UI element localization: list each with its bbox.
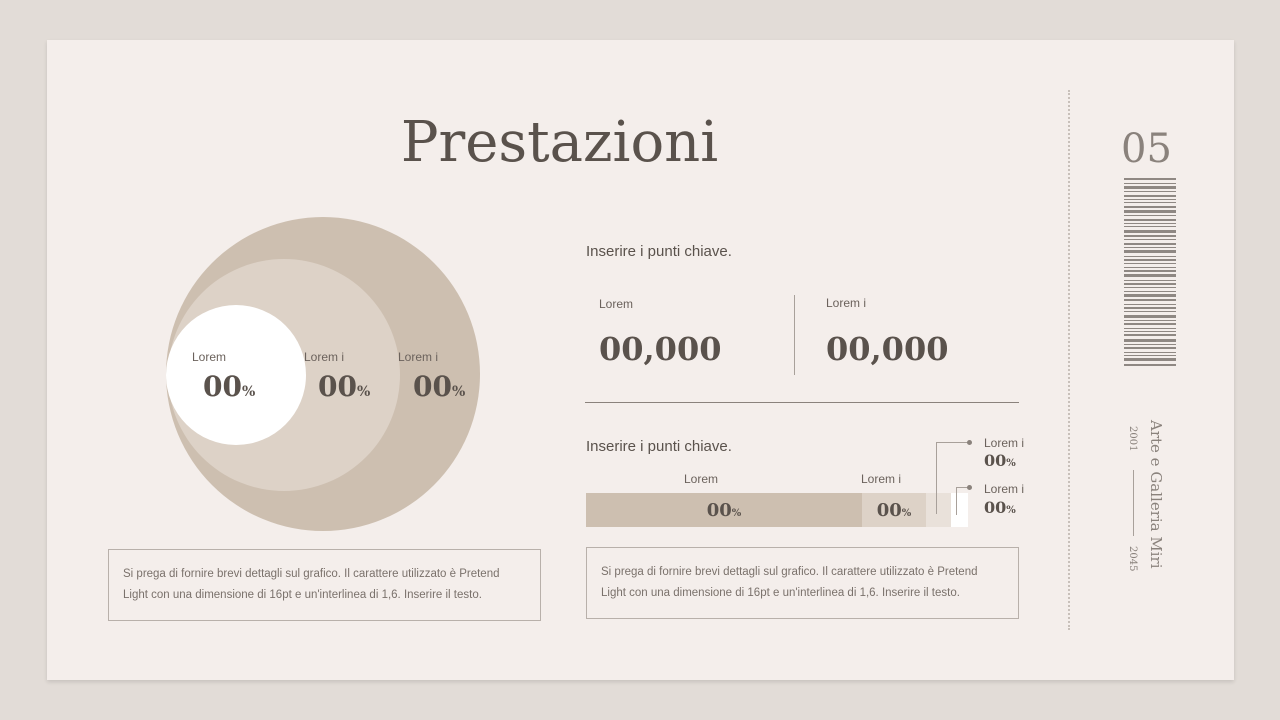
barcode-stripe: [1124, 226, 1176, 227]
barcode-stripe: [1124, 215, 1176, 216]
circle-inner: [166, 305, 306, 445]
barcode-stripe: [1124, 199, 1176, 200]
barcode-stripe: [1124, 364, 1176, 366]
barcode-stripe: [1124, 323, 1176, 325]
barcode-stripe: [1124, 243, 1176, 245]
bar-segment-2: 00%: [862, 493, 926, 527]
barcode-stripe: [1124, 206, 1176, 208]
circle-value-3: 00%: [413, 370, 466, 403]
barcode-stripe: [1124, 210, 1176, 213]
bar-segment-3: [926, 493, 951, 527]
year-end: 2045: [1127, 546, 1138, 572]
bar-segment-1: 00%: [586, 493, 862, 527]
chart-note-right: Si prega di fornire brevi dettagli sul g…: [586, 547, 1019, 619]
circle-label-3: Lorem i: [398, 350, 439, 364]
barcode-stripe: [1124, 352, 1176, 353]
barcode-stripe: [1124, 358, 1176, 361]
barcode-stripe: [1124, 280, 1176, 281]
barcode-stripe: [1124, 263, 1176, 264]
circle-label-2: Lorem i: [304, 350, 345, 364]
stat-label-1: Lorem: [599, 297, 634, 311]
barcode-stripe: [1124, 328, 1176, 329]
bar-label-3: Lorem i: [984, 436, 1025, 450]
bar-value-3: 00%: [984, 451, 1016, 470]
barcode-stripe: [1124, 259, 1176, 261]
stat-value-2: 00,000: [826, 330, 949, 368]
dotted-divider: [1068, 90, 1070, 630]
stats-divider: [794, 295, 795, 375]
barcode-stripe: [1124, 274, 1176, 277]
barcode-stripe: [1124, 287, 1176, 288]
barcode-stripe: [1124, 235, 1176, 237]
page-number: 05: [1121, 126, 1172, 172]
bar-label-1: Lorem: [684, 472, 719, 486]
leader-line-3: [936, 442, 937, 514]
barcode-stripe: [1124, 334, 1176, 336]
leader-dot-3: [967, 440, 972, 445]
barcode-stripe: [1124, 250, 1176, 253]
barcode-stripe: [1124, 315, 1176, 318]
barcode-stripe: [1124, 304, 1176, 305]
section-divider: [585, 402, 1019, 403]
barcode-stripe: [1124, 178, 1176, 180]
barcode-stripe: [1124, 291, 1176, 292]
barcode-stripe: [1124, 347, 1176, 349]
barcode-stripe: [1124, 247, 1176, 248]
barcode-stripe: [1124, 202, 1176, 203]
stat-value-1: 00,000: [599, 330, 722, 368]
circle-label-1: Lorem: [192, 350, 227, 364]
stat-label-2: Lorem i: [826, 296, 867, 310]
barcode-stripe: [1124, 239, 1176, 240]
bar-label-4: Lorem i: [984, 482, 1025, 496]
chart-note-left: Si prega di fornire brevi dettagli sul g…: [108, 549, 541, 621]
leader-dot-4: [967, 485, 972, 490]
barcode-stripe: [1124, 320, 1176, 321]
barcode-stripe: [1124, 183, 1176, 184]
barcode-stripe: [1124, 186, 1176, 189]
circle-value-2: 00%: [318, 370, 371, 403]
brand-name: Arte e Galleria Miri: [1147, 420, 1165, 569]
year-line: [1133, 470, 1134, 536]
barcode-stripe: [1124, 267, 1176, 268]
barcode-icon: [1124, 178, 1176, 370]
bar-segment-4: [951, 493, 968, 527]
barcode-stripe: [1124, 311, 1176, 312]
leader-line-3h: [936, 442, 969, 443]
leader-line-4: [956, 487, 957, 515]
bar-value-4: 00%: [984, 498, 1016, 517]
circle-value-1: 00%: [203, 370, 256, 403]
barcode-stripe: [1124, 191, 1176, 192]
barcode-stripe: [1124, 223, 1176, 224]
year-start: 2001: [1127, 426, 1138, 452]
page-title: Prestazioni: [400, 110, 719, 175]
barcode-stripe: [1124, 256, 1176, 257]
barcode-stripe: [1124, 195, 1176, 197]
stats-heading: Inserire i punti chiave.: [586, 243, 732, 260]
barcode-stripe: [1124, 307, 1176, 309]
barcode-stripe: [1124, 344, 1176, 345]
barcode-stripe: [1124, 270, 1176, 272]
bar-label-2: Lorem i: [861, 472, 902, 486]
barcode-stripe: [1124, 339, 1176, 342]
barcode-stripe: [1124, 283, 1176, 285]
barcode-stripe: [1124, 219, 1176, 221]
leader-line-4h: [956, 487, 969, 488]
bar-heading: Inserire i punti chiave.: [586, 438, 732, 455]
barcode-stripe: [1124, 230, 1176, 233]
barcode-stripe: [1124, 294, 1176, 297]
barcode-stripe: [1124, 299, 1176, 301]
slide: Prestazioni Lorem 00% Lorem i 00% Lorem …: [47, 40, 1234, 680]
barcode-stripe: [1124, 331, 1176, 332]
barcode-stripe: [1124, 355, 1176, 356]
